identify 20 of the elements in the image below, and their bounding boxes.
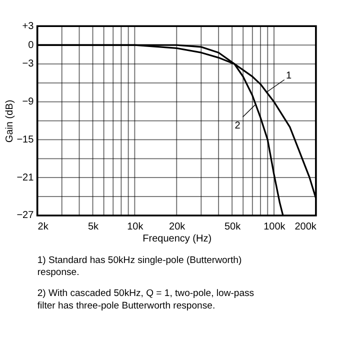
annotation: 2 bbox=[234, 120, 241, 132]
x-tick-label: 20k bbox=[169, 222, 186, 233]
text: 2) With cascaded 50kHz, Q = 1, two-pole, low-pass filter has three-pole Butterworth response. bbox=[37, 288, 254, 312]
text: 1) Standard has 50kHz single-pole (Butterworth) response. bbox=[37, 254, 242, 278]
x-tick-label: 200k bbox=[294, 222, 318, 233]
y-tick-label: −27 bbox=[16, 210, 34, 222]
annotation: 1 bbox=[286, 70, 292, 82]
y-tick-label: −21 bbox=[16, 172, 34, 184]
y-tick-label: −3 bbox=[22, 58, 34, 70]
y-tick-label: −15 bbox=[16, 134, 34, 146]
y-tick-label: +3 bbox=[22, 20, 34, 32]
x-tick-label: 100k bbox=[264, 222, 286, 233]
x-axis-title: Frequency (Hz) bbox=[142, 233, 212, 244]
x-tick-label: 10k bbox=[127, 222, 144, 233]
y-axis-title: Gain (dB) bbox=[4, 100, 16, 143]
x-tick-label: 50k bbox=[224, 222, 242, 233]
x-tick-label: 2k bbox=[38, 222, 50, 233]
y-tick-label: −9 bbox=[22, 96, 34, 108]
y-tick-label: 0 bbox=[28, 40, 34, 51]
x-tick-label: 5k bbox=[88, 222, 100, 233]
